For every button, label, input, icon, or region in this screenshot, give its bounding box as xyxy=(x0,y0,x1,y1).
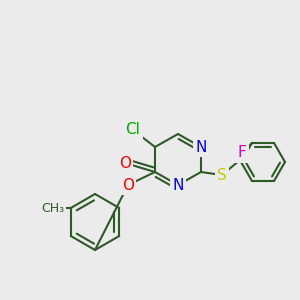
Text: S: S xyxy=(217,167,227,182)
Text: CH₃: CH₃ xyxy=(41,202,64,214)
Text: N: N xyxy=(172,178,184,193)
Text: N: N xyxy=(195,140,207,154)
Text: O: O xyxy=(119,155,131,170)
Text: Cl: Cl xyxy=(126,122,140,137)
Text: O: O xyxy=(122,178,134,193)
Text: F: F xyxy=(238,146,246,160)
